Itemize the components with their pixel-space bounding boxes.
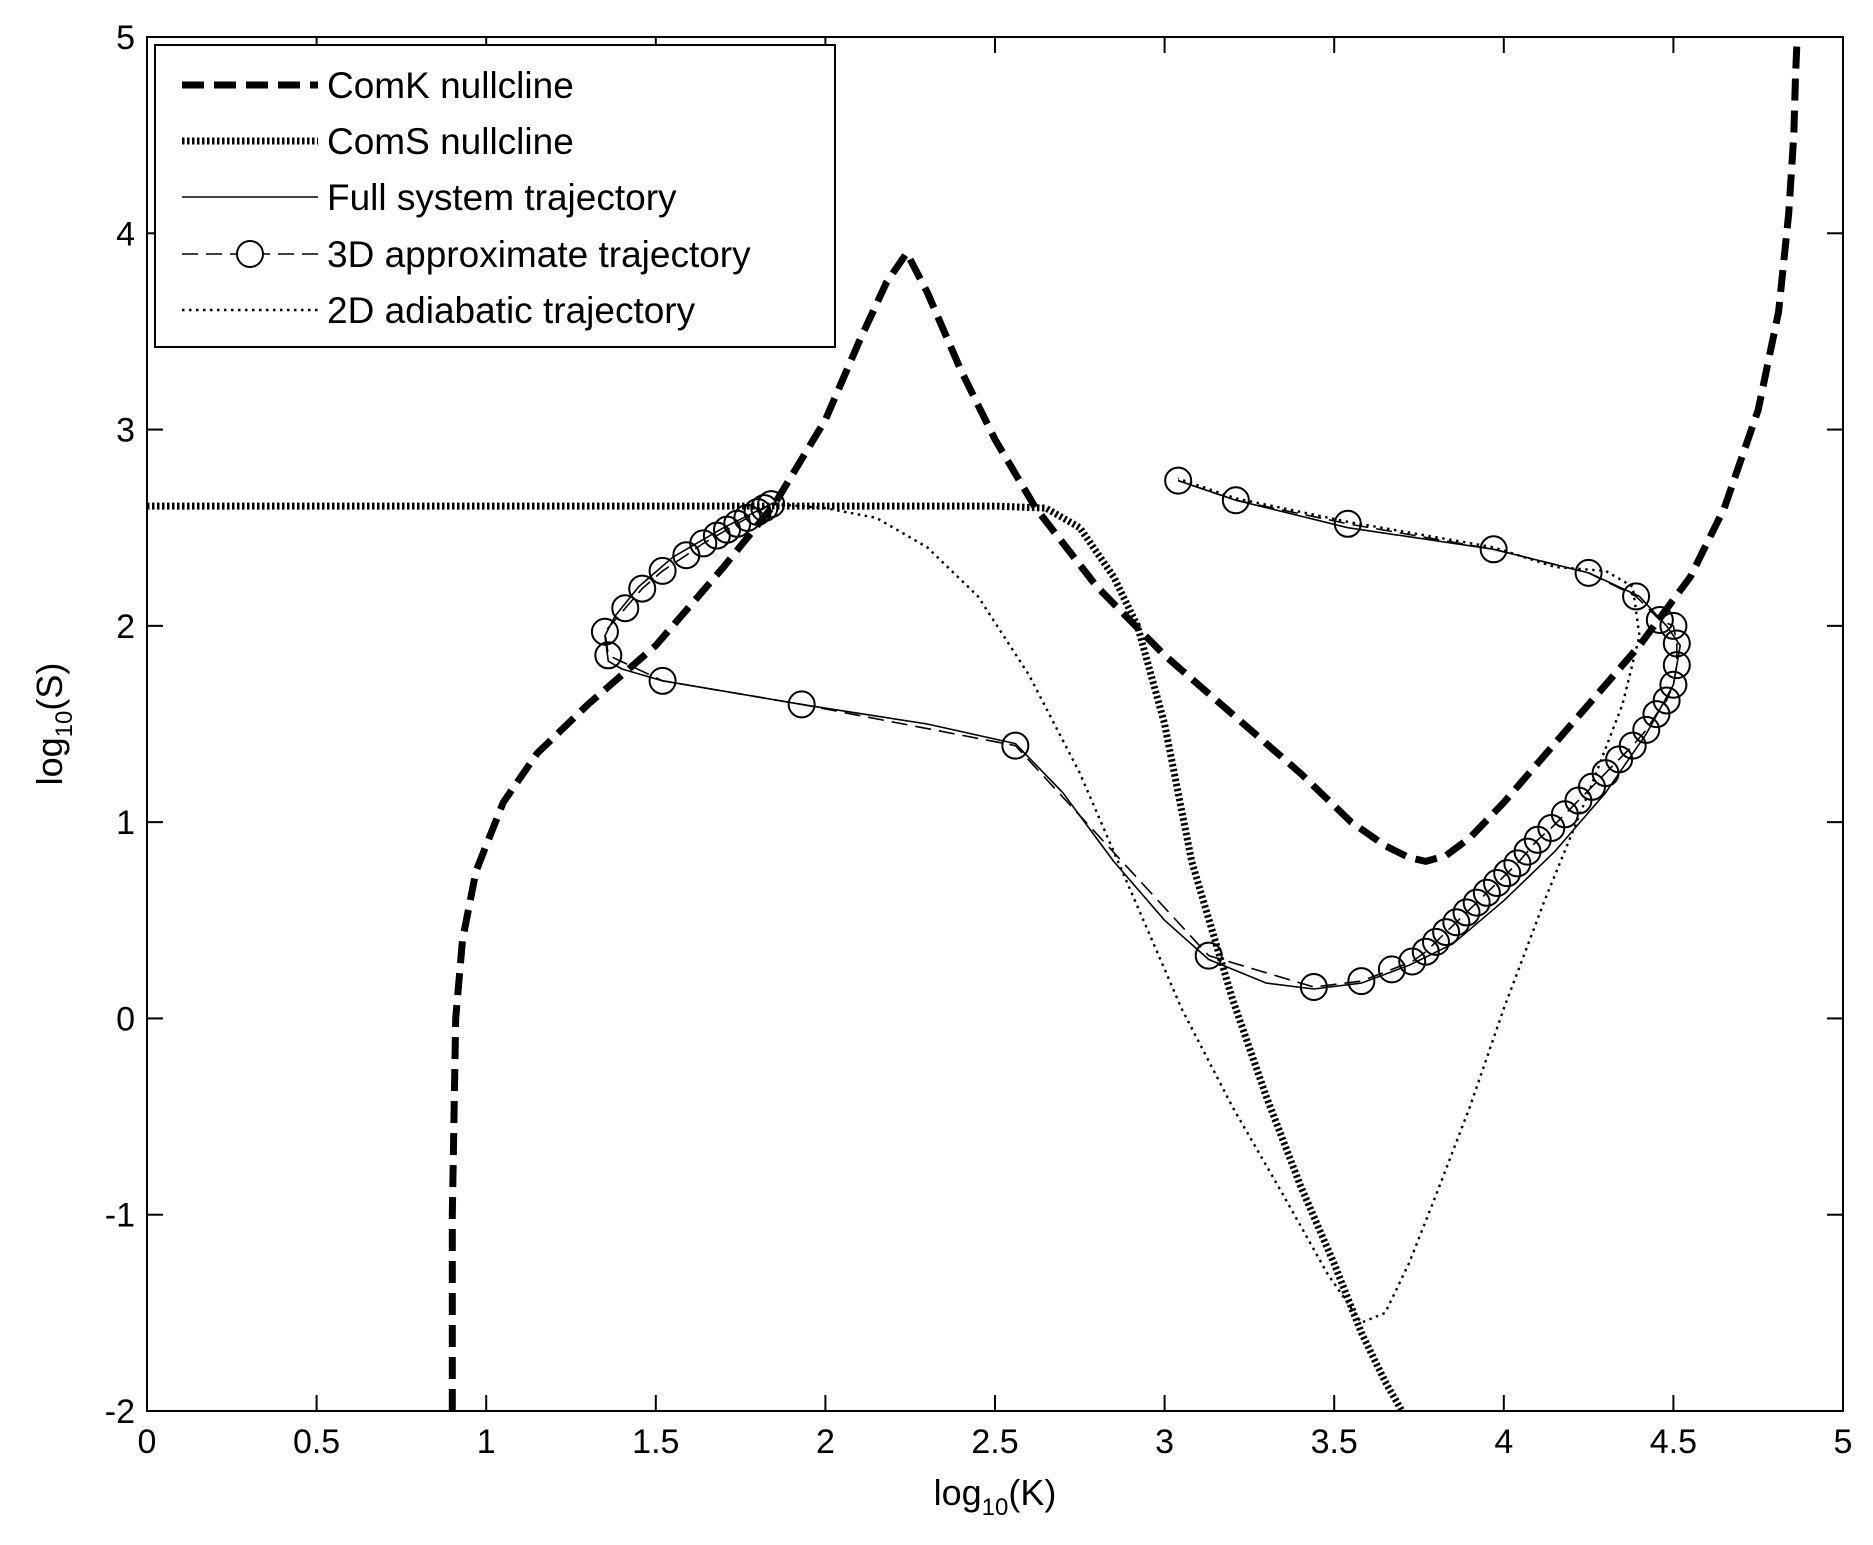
y-axis-label: log10(S) bbox=[29, 663, 78, 786]
series-marker bbox=[1164, 466, 1193, 495]
x-axis-label-subscript: 10 bbox=[982, 1494, 1009, 1521]
y-tick-label: 1 bbox=[116, 804, 135, 842]
x-tick-label: 3.5 bbox=[1311, 1423, 1358, 1461]
series-line-3 bbox=[604, 479, 1678, 988]
series-marker bbox=[1411, 937, 1440, 966]
legend-label-3d: 3D approximate trajectory bbox=[327, 234, 751, 275]
series-marker bbox=[594, 641, 623, 670]
series-marker bbox=[787, 690, 816, 719]
series-marker bbox=[1442, 908, 1471, 937]
legend-box bbox=[154, 44, 836, 348]
series-marker bbox=[1645, 605, 1674, 634]
series-layer bbox=[147, 37, 1801, 1411]
series-marker bbox=[1432, 918, 1461, 947]
series-marker bbox=[1622, 582, 1651, 611]
x-axis-label-rest: (K) bbox=[1008, 1472, 1056, 1513]
tick-labels: 0 0.5 1 1.5 2 2.5 3 3.5 4 4.5 5 -2 -1 0 1 2 3 4 5 bbox=[105, 19, 1853, 1461]
series-marker bbox=[1659, 670, 1688, 699]
series-marker bbox=[611, 594, 640, 623]
x-tick-label: 4.5 bbox=[1650, 1423, 1697, 1461]
series-marker bbox=[1652, 686, 1681, 715]
series-marker bbox=[1493, 859, 1522, 888]
series-marker bbox=[648, 556, 677, 585]
x-tick-label: 0 bbox=[138, 1423, 157, 1461]
series-marker bbox=[628, 574, 657, 603]
legend-label-comk: ComK nullcline bbox=[327, 65, 574, 106]
y-axis-label-rest: (S) bbox=[29, 663, 70, 711]
legend-marker-3d bbox=[236, 240, 264, 268]
legend-label-full: Full system trajectory bbox=[327, 177, 677, 218]
legend: ComK nullcline ComS nullcline Full syste… bbox=[154, 44, 836, 348]
series-marker bbox=[1662, 651, 1691, 680]
series-marker bbox=[1659, 611, 1688, 640]
y-tick-label: -2 bbox=[105, 1393, 135, 1431]
x-axis-label: log10(K) bbox=[934, 1472, 1057, 1521]
x-axis-label-main: log bbox=[934, 1472, 982, 1513]
legend-label-coms: ComS nullcline bbox=[327, 121, 574, 162]
y-tick-label: 2 bbox=[116, 608, 135, 646]
series-marker bbox=[1001, 731, 1030, 760]
legend-entry-full: Full system trajectory bbox=[182, 177, 677, 218]
series-marker bbox=[1662, 629, 1691, 658]
series-marker bbox=[1299, 973, 1328, 1002]
series-marker bbox=[1632, 715, 1661, 744]
y-tick-label: 5 bbox=[116, 19, 135, 57]
y-tick-label: -1 bbox=[105, 1197, 135, 1235]
series-line-4 bbox=[774, 477, 1641, 1324]
legend-entry-2d: 2D adiabatic trajectory bbox=[182, 290, 696, 331]
series-marker bbox=[1377, 955, 1406, 984]
series-marker bbox=[1347, 967, 1376, 996]
y-axis-label-subscript: 10 bbox=[51, 711, 78, 738]
series-marker bbox=[1574, 558, 1603, 587]
series-marker bbox=[1483, 868, 1512, 897]
series-marker bbox=[757, 490, 786, 519]
series-marker bbox=[1642, 700, 1671, 729]
series-marker bbox=[702, 521, 731, 550]
series-marker bbox=[1221, 486, 1250, 515]
series-marker bbox=[1194, 941, 1223, 970]
x-tick-label: 1 bbox=[477, 1423, 496, 1461]
y-tick-label: 3 bbox=[116, 412, 135, 450]
legend-entry-3d: 3D approximate trajectory bbox=[182, 234, 751, 275]
legend-entry-comk: ComK nullcline bbox=[182, 65, 574, 106]
series-marker bbox=[1333, 509, 1362, 538]
x-tick-label: 2.5 bbox=[971, 1423, 1018, 1461]
series-marker bbox=[672, 541, 701, 570]
x-tick-label: 4 bbox=[1494, 1423, 1513, 1461]
series-marker bbox=[1452, 898, 1481, 927]
y-tick-label: 0 bbox=[116, 1000, 135, 1038]
y-axis-label-main: log bbox=[29, 737, 70, 785]
x-tick-label: 3 bbox=[1155, 1423, 1174, 1461]
series-marker bbox=[1479, 535, 1508, 564]
x-tick-label: 5 bbox=[1834, 1423, 1853, 1461]
series-marker bbox=[750, 494, 779, 523]
x-tick-label: 1.5 bbox=[632, 1423, 679, 1461]
x-tick-label: 0.5 bbox=[293, 1423, 340, 1461]
legend-label-2d: 2D adiabatic trajectory bbox=[327, 290, 696, 331]
series-marker bbox=[1462, 888, 1491, 917]
marker-layer bbox=[590, 466, 1691, 1002]
series-marker bbox=[1472, 878, 1501, 907]
series-line-0 bbox=[448, 37, 1801, 1411]
y-tick-label: 4 bbox=[116, 215, 135, 253]
legend-entry-coms: ComS nullcline bbox=[182, 121, 574, 162]
series-marker bbox=[590, 617, 619, 646]
x-tick-label: 2 bbox=[816, 1423, 835, 1461]
series-marker bbox=[648, 666, 677, 695]
series-marker bbox=[1421, 927, 1450, 956]
